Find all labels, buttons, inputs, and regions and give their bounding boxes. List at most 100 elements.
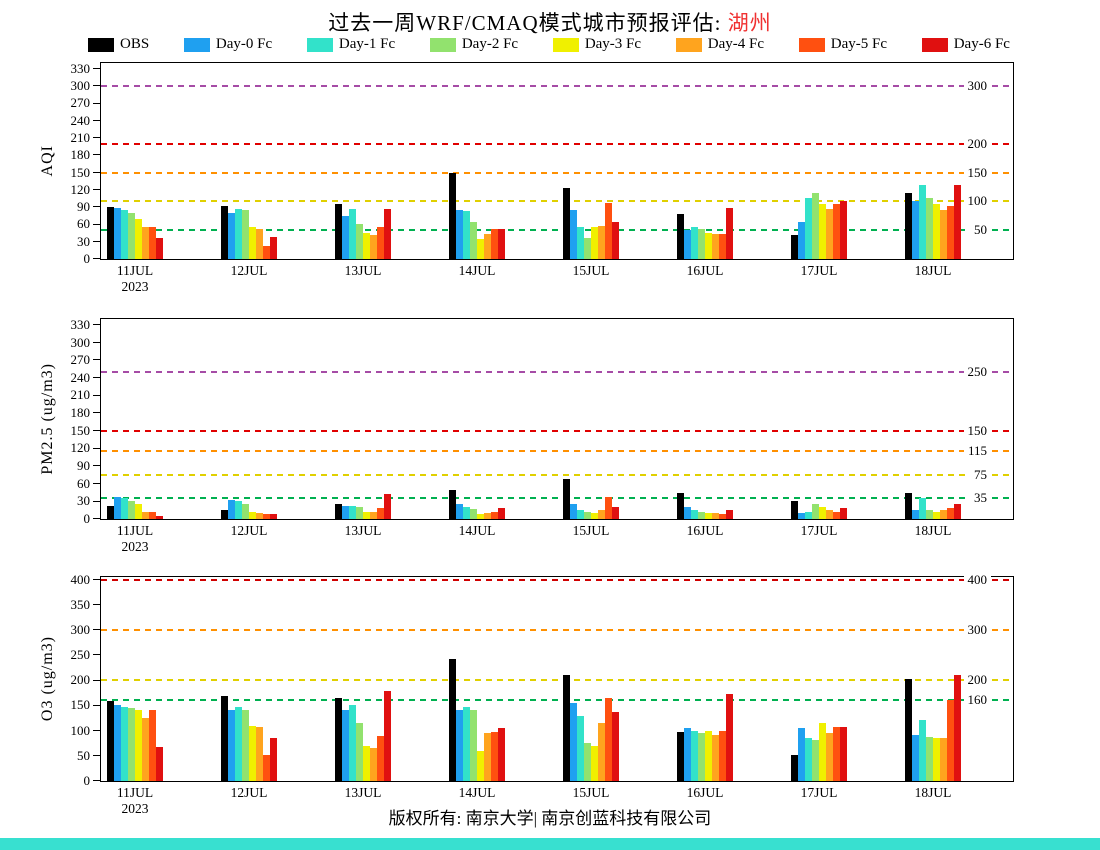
y-tick-mark xyxy=(93,240,101,242)
legend-swatch xyxy=(921,37,948,52)
ref-line-label-250: 250 xyxy=(963,363,991,380)
x-axis-label: 16JUL xyxy=(686,523,724,538)
bar-day-4-fc xyxy=(484,233,491,259)
bar-day-3-fc xyxy=(135,218,142,259)
bar-day-4-fc xyxy=(940,738,947,781)
x-axis-label: 11JUL xyxy=(116,263,154,278)
bar-day-6-fc xyxy=(384,494,391,519)
bar-day-2-fc xyxy=(242,210,249,259)
legend-label: Day-5 Fc xyxy=(830,36,887,52)
bar-obs xyxy=(563,675,570,781)
bar-day-4-fc xyxy=(940,510,947,519)
x-axis-label: 17JUL xyxy=(800,263,838,278)
bar-day-3-fc xyxy=(249,511,256,519)
bar-day-4-fc xyxy=(370,511,377,519)
bar-day-1-fc xyxy=(349,705,356,781)
y-tick-mark xyxy=(93,679,101,681)
bar-obs xyxy=(107,207,114,259)
legend-swatch xyxy=(798,37,825,52)
y-tick-mark xyxy=(93,430,101,431)
bar-obs xyxy=(677,731,684,781)
y-tick-label: 270 xyxy=(70,352,91,368)
bar-day-5-fc xyxy=(149,511,156,519)
ref-line-400 xyxy=(101,578,1013,581)
y-tick-label: 0 xyxy=(83,251,91,266)
bar-day-1-fc xyxy=(691,510,698,519)
bar-day-6-fc xyxy=(270,738,277,781)
bar-day-0-fc xyxy=(570,702,577,781)
bar-obs xyxy=(449,489,456,519)
bar-day-3-fc xyxy=(477,514,484,519)
bar-day-6-fc xyxy=(156,516,163,519)
bar-day-3-fc xyxy=(135,710,142,781)
y-tick-mark xyxy=(93,394,101,396)
bar-day-1-fc xyxy=(919,498,926,519)
bar-obs xyxy=(563,479,570,519)
y-tick-label: 90 xyxy=(77,458,90,474)
y-tick-mark xyxy=(93,578,101,580)
bar-day-1-fc xyxy=(235,501,242,519)
bar-obs xyxy=(677,492,684,519)
y-tick-mark xyxy=(93,324,101,326)
bar-day-2-fc xyxy=(242,710,249,781)
chart-plot-o3: O3 (ug/m3) 0 50 100 150 200 250 300 350 400 160 200… xyxy=(39,571,1014,816)
bar-day-5-fc xyxy=(947,508,954,519)
chart-legend: OBS Day-0 Fc Day-1 Fc Day-2 Fc Day-3 Fc Day-4… xyxy=(88,36,1010,53)
bar-day-0-fc xyxy=(114,705,121,781)
bar-day-1-fc xyxy=(691,226,698,259)
bar-day-3-fc xyxy=(933,511,940,519)
bar-obs xyxy=(335,697,342,781)
ref-line-200 xyxy=(101,142,1013,145)
bar-day-5-fc xyxy=(377,508,384,519)
ref-line-300 xyxy=(101,85,1013,88)
bar-day-3-fc xyxy=(705,513,712,519)
legend-swatch xyxy=(306,37,333,52)
legend-item-obs: OBS xyxy=(88,36,149,53)
ref-line-label-200: 200 xyxy=(963,672,991,689)
bar-day-0-fc xyxy=(456,210,463,259)
legend-item-day-2-fc: Day-2 Fc xyxy=(429,36,518,53)
ref-line-200 xyxy=(101,679,1013,682)
bar-day-0-fc xyxy=(456,710,463,781)
x-axis-label: 13JUL xyxy=(344,263,382,278)
y-tick-label: 60 xyxy=(77,216,90,232)
y-tick-mark xyxy=(93,518,101,520)
y-tick-mark xyxy=(93,341,101,343)
x-axis-label: 17JUL xyxy=(800,785,838,800)
bar-day-0-fc xyxy=(684,728,691,781)
bar-day-3-fc xyxy=(933,738,940,781)
y-tick-mark xyxy=(93,137,101,139)
y-tick-mark xyxy=(93,171,101,173)
y-tick-label: 30 xyxy=(77,233,90,249)
bar-day-1-fc xyxy=(577,227,584,259)
bar-day-6-fc xyxy=(270,237,277,259)
y-tick-label: 240 xyxy=(70,369,91,385)
y-tick-mark xyxy=(93,189,101,191)
bar-day-5-fc xyxy=(605,496,612,519)
bar-day-0-fc xyxy=(342,710,349,781)
bar-day-1-fc xyxy=(691,730,698,781)
bar-day-3-fc xyxy=(363,233,370,259)
bar-day-6-fc xyxy=(954,675,961,781)
bar-day-6-fc xyxy=(954,504,961,519)
ref-line-250 xyxy=(101,370,1013,373)
y-tick-mark xyxy=(93,500,101,502)
bar-day-4-fc xyxy=(712,233,719,259)
bar-obs xyxy=(905,192,912,259)
chart-plot-aqi: AQI 0 30 60 90 120 150 180 210 240 270 300 330 50 100 1… xyxy=(39,61,1014,294)
y-tick-mark xyxy=(93,377,101,379)
ref-line-150 xyxy=(101,429,1013,432)
y-tick-label: 150 xyxy=(70,697,91,713)
bar-day-4-fc xyxy=(256,513,263,519)
ref-line-label-115: 115 xyxy=(963,443,991,460)
y-tick-label: 330 xyxy=(70,316,91,332)
legend-swatch xyxy=(552,37,579,52)
bar-day-0-fc xyxy=(798,513,805,519)
bar-obs xyxy=(221,205,228,259)
x-axis-label: 11JUL xyxy=(116,523,154,538)
bar-day-5-fc xyxy=(605,203,612,259)
bar-day-1-fc xyxy=(463,707,470,781)
bar-day-4-fc xyxy=(598,510,605,519)
bar-day-2-fc xyxy=(926,736,933,781)
bar-day-3-fc xyxy=(819,204,826,259)
